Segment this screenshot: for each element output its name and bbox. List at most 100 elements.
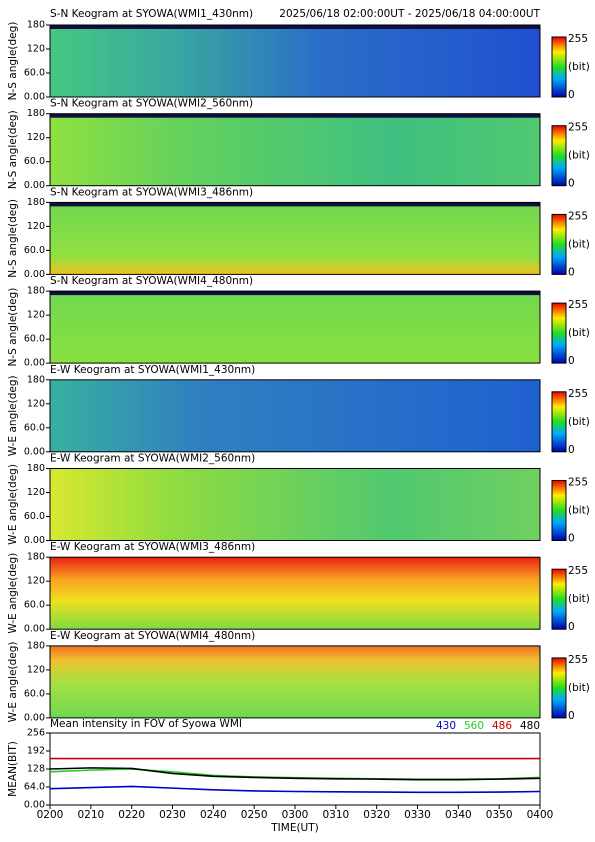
y-axis-label: N-S angle(deg)	[7, 110, 19, 189]
colorbar-max: 255	[568, 477, 588, 489]
y-tick-label: 256	[27, 728, 45, 739]
keogram-title: E-W Keogram at SYOWA(WMI2_560nm)	[50, 453, 255, 465]
x-tick-label: 0230	[159, 809, 186, 821]
y-tick-label: 0.00	[24, 269, 45, 280]
x-tick-label: 0250	[241, 809, 268, 821]
colorbar-unit: (bit)	[568, 505, 590, 517]
colorbar-min: 0	[568, 533, 575, 545]
x-axis-label: TIME(UT)	[270, 822, 319, 834]
colorbar	[551, 302, 567, 364]
y-tick-label: 60.0	[24, 334, 45, 345]
y-tick-label: 60.0	[24, 245, 45, 256]
keogram-title: S-N Keogram at SYOWA(WMI4_480nm)	[50, 275, 253, 287]
x-tick-label: 0350	[486, 809, 513, 821]
colorbar	[551, 391, 567, 453]
x-tick-label: 0220	[118, 809, 145, 821]
keogram-image	[50, 113, 540, 186]
colorbar	[551, 213, 567, 275]
colorbar-unit: (bit)	[568, 593, 590, 605]
y-tick-label: 180	[27, 640, 45, 651]
y-axis-label: W-E angle(deg)	[7, 641, 19, 722]
frame	[49, 556, 541, 630]
y-axis-label: N-S angle(deg)	[7, 199, 19, 278]
y-tick-label: 192	[27, 746, 45, 757]
y-tick-label: 0.00	[24, 180, 45, 191]
y-axis-label: W-E angle(deg)	[7, 464, 19, 545]
colorbar-unit: (bit)	[568, 327, 590, 339]
legend-label: 480	[520, 720, 540, 732]
colorbar-min: 0	[568, 89, 575, 101]
x-tick-label: 0300	[282, 809, 309, 821]
y-tick-label: 120	[27, 576, 45, 587]
y-axis-label: N-S angle(deg)	[7, 288, 19, 367]
colorbar-min: 0	[568, 266, 575, 278]
keogram-image	[50, 202, 540, 275]
y-tick-label: 128	[27, 764, 45, 775]
series-line	[49, 785, 541, 794]
y-axis-label: W-E angle(deg)	[7, 553, 19, 634]
colorbar	[551, 568, 567, 630]
keogram-edge	[50, 113, 540, 118]
y-axis-label: W-E angle(deg)	[7, 375, 19, 456]
y-tick-label: 64.0	[24, 782, 45, 793]
y-tick-label: 60.0	[24, 688, 45, 699]
frame	[49, 645, 541, 719]
y-tick-label: 0.00	[24, 535, 45, 546]
keogram-edge	[50, 25, 540, 29]
y-tick-label: 180	[27, 108, 45, 119]
y-tick-label: 120	[27, 664, 45, 675]
y-tick-label: 180	[27, 286, 45, 297]
keogram-title: S-N Keogram at SYOWA(WMI2_560nm)	[50, 98, 253, 110]
colorbar	[551, 36, 567, 98]
keogram-title: E-W Keogram at SYOWA(WMI3_486nm)	[50, 541, 255, 553]
y-tick-label: 180	[27, 463, 45, 474]
keogram-image	[50, 557, 540, 630]
colorbar-unit: (bit)	[568, 150, 590, 162]
keogram-edge	[50, 202, 540, 207]
x-tick-label: 0330	[404, 809, 431, 821]
x-tick-label: 0340	[445, 809, 472, 821]
colorbar	[551, 480, 567, 541]
colorbar-min: 0	[568, 355, 575, 367]
colorbar-max: 255	[568, 299, 588, 311]
frame	[49, 468, 541, 541]
y-tick-label: 180	[27, 552, 45, 563]
y-tick-label: 0.00	[24, 800, 45, 811]
colorbar-unit: (bit)	[568, 682, 590, 694]
y-tick-label: 0.00	[24, 446, 45, 457]
y-tick-label: 120	[27, 487, 45, 498]
legend-label: 560	[464, 720, 484, 732]
keogram-image	[50, 25, 540, 97]
frame	[49, 24, 541, 98]
x-tick-label: 0400	[527, 809, 554, 821]
colorbar-unit: (bit)	[568, 238, 590, 250]
y-tick-label: 180	[27, 20, 45, 31]
y-tick-label: 60.0	[24, 68, 45, 79]
x-tick-label: 0240	[200, 809, 227, 821]
series-line	[49, 767, 541, 781]
colorbar-min: 0	[568, 621, 575, 633]
keogram-title: E-W Keogram at SYOWA(WMI1_430nm)	[50, 364, 255, 376]
colorbar-max: 255	[568, 33, 588, 45]
period: 2025/06/18 02:00:00UT - 2025/06/18 04:00…	[279, 8, 540, 20]
x-tick-label: 0200	[37, 809, 64, 821]
frame	[49, 379, 541, 453]
y-tick-label: 60.0	[24, 511, 45, 522]
frame	[49, 113, 541, 187]
keogram-title: E-W Keogram at SYOWA(WMI4_480nm)	[50, 630, 255, 642]
x-tick-label: 0210	[77, 809, 104, 821]
x-tick-label: 0320	[363, 809, 390, 821]
keogram-image	[50, 291, 540, 364]
y-tick-label: 60.0	[24, 600, 45, 611]
y-tick-label: 60.0	[24, 422, 45, 433]
legend-label: 430	[436, 720, 456, 732]
y-tick-label: 0.00	[24, 712, 45, 723]
x-tick-label: 0310	[322, 809, 349, 821]
colorbar-max: 255	[568, 388, 588, 400]
colorbar-max: 255	[568, 122, 588, 134]
keogram-image	[50, 379, 540, 452]
colorbar-max: 255	[568, 210, 588, 222]
y-tick-label: 120	[27, 221, 45, 232]
colorbar	[551, 125, 567, 187]
